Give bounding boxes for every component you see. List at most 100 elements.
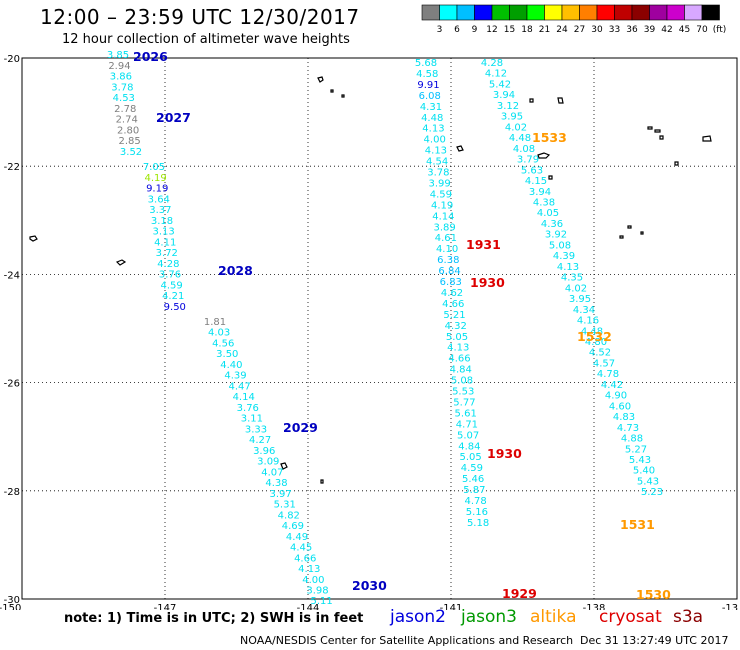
pass-time-label: 2029 xyxy=(283,420,318,435)
color-scale-legend: 3 6 9 12 15 18 21 24 27 30 33 36 39 42 45 70 (ft) xyxy=(421,4,726,35)
wave-height-label: 5.61 xyxy=(455,408,477,419)
pass-time-label: 2026 xyxy=(133,49,168,64)
legend-altika: altika xyxy=(530,607,577,627)
wave-height-label: 1.81 xyxy=(204,317,226,328)
wave-height-label: 5.21 xyxy=(443,310,465,321)
island-outline xyxy=(115,259,127,266)
wave-height-label: 4.90 xyxy=(605,391,627,402)
wave-height-label: 2.74 xyxy=(116,115,138,126)
wave-height-label: 4.38 xyxy=(533,197,555,208)
wave-height-label: 5.05 xyxy=(460,452,482,463)
wave-height-label: 4.53 xyxy=(113,93,135,104)
y-tick-label: -24 xyxy=(4,270,20,281)
legend-jason2: jason2 xyxy=(390,607,446,627)
island-outline xyxy=(529,98,534,103)
wave-height-label: 4.02 xyxy=(565,283,587,294)
pass-time-labels: 2026 2027 2028 2029 2030 1931 1930 1930 1929 1533… xyxy=(133,49,671,602)
wave-height-label: 3.95 xyxy=(569,294,591,305)
wave-height-label: 4.08 xyxy=(513,144,535,155)
wave-height-label: 3.33 xyxy=(245,424,267,435)
x-tick-label: -138 xyxy=(583,603,606,610)
colorbar-label: 12 xyxy=(486,25,497,35)
wave-height-label: 2.85 xyxy=(118,136,140,147)
x-tick-label: -147 xyxy=(154,603,177,610)
wave-height-label: 5.11 xyxy=(310,596,332,607)
wave-height-label: 3.18 xyxy=(151,216,173,227)
wave-height-label: 4.27 xyxy=(249,435,271,446)
lat-lon-grid xyxy=(21,57,738,600)
wave-height-label: 9.50 xyxy=(164,302,186,313)
wave-height-label: 3.12 xyxy=(497,101,519,112)
wave-height-label: 4.59 xyxy=(160,280,182,291)
wave-height-label: 4.38 xyxy=(265,478,287,489)
wave-height-label: 3.97 xyxy=(269,489,291,500)
island-outline xyxy=(341,94,345,98)
colorbar-label: 27 xyxy=(574,25,585,35)
legend-cryosat: cryosat xyxy=(599,607,662,627)
colorbar-swatch xyxy=(701,4,720,21)
pass-time-label: 1532 xyxy=(577,329,612,344)
wave-height-label: 4.13 xyxy=(298,564,320,575)
wave-height-label: 4.13 xyxy=(425,146,447,157)
map-subtitle: 12 hour collection of altimeter wave hei… xyxy=(62,32,350,47)
wave-height-label: 4.56 xyxy=(212,338,234,349)
wave-height-label: 4.13 xyxy=(447,343,469,354)
wave-height-label: 4.31 xyxy=(420,102,442,113)
wave-height-label: 4.52 xyxy=(589,348,611,359)
wave-height-label: 5.23 xyxy=(641,487,663,498)
wave-height-label: 4.88 xyxy=(621,434,643,445)
wave-height-label: 4.11 xyxy=(154,237,176,248)
wave-height-label: 5.27 xyxy=(625,444,647,455)
colorbar-label: 3 xyxy=(437,25,443,35)
footer-credit: NOAA/NESDIS Center for Satellite Applica… xyxy=(240,634,574,647)
wave-height-label: 4.78 xyxy=(464,496,486,507)
island-outline xyxy=(320,479,324,484)
footer-timestamp: Dec 31 13:27:49 UTC 2017 xyxy=(580,634,729,647)
wave-height-label: 4.71 xyxy=(456,419,478,430)
wave-height-label: 3.79 xyxy=(517,155,539,166)
wave-height-label: 3.92 xyxy=(545,230,567,241)
wave-height-label: 5.16 xyxy=(466,507,488,518)
wave-height-label: 4.10 xyxy=(436,244,458,255)
wave-height-label: 6.08 xyxy=(419,91,441,102)
wave-height-label: 9.91 xyxy=(417,80,439,91)
pass-time-label: 1931 xyxy=(466,237,501,252)
wave-height-label: 2.80 xyxy=(117,125,139,136)
island-outline xyxy=(654,129,661,133)
island-outline xyxy=(330,89,334,93)
wave-height-label: 5.43 xyxy=(637,476,659,487)
wave-height-label: 3.85 xyxy=(107,50,129,61)
wave-height-label: 5.63 xyxy=(521,165,543,176)
wave-height-label: 5.46 xyxy=(462,474,484,485)
wave-height-label: 3.94 xyxy=(529,187,551,198)
wave-height-label: 4.49 xyxy=(286,532,308,543)
wave-height-label: 4.45 xyxy=(290,543,312,554)
wave-height-label: 3.94 xyxy=(493,90,515,101)
x-tick-label: -141 xyxy=(440,603,463,610)
wave-height-label: 3.50 xyxy=(216,349,238,360)
legend-s3a: s3a xyxy=(673,607,704,627)
legend-note: note: 1) Time is in UTC; 2) SWH is in fe… xyxy=(64,611,364,626)
wave-height-map: -150 -147 -144 -141 -138 -13 -20 -22 -24 -26 -28 -3… xyxy=(0,49,738,610)
wave-height-label: 4.48 xyxy=(509,133,531,144)
wave-height-label: 3.72 xyxy=(156,248,178,259)
island-outline xyxy=(29,235,38,242)
wave-height-label: 3.76 xyxy=(159,270,181,281)
wave-height-label: 5.08 xyxy=(451,376,473,387)
y-tick-label: -20 xyxy=(4,54,20,65)
colorbar-label: 42 xyxy=(661,25,672,35)
wave-height-label: 4.62 xyxy=(441,288,463,299)
wave-height-label: 4.80 xyxy=(585,337,607,348)
wave-height-label: 3.99 xyxy=(429,178,451,189)
wave-height-label: 4.02 xyxy=(505,122,527,133)
wave-height-label: 2.78 xyxy=(114,104,136,115)
x-tick-label: -13 xyxy=(722,603,738,610)
island-outline xyxy=(659,135,664,140)
island-outlines xyxy=(29,76,712,484)
pass-time-label: 1929 xyxy=(502,586,537,601)
colorbar-label: 36 xyxy=(626,25,638,35)
legend-jason3: jason3 xyxy=(461,607,517,627)
wave-height-label: 4.35 xyxy=(561,273,583,284)
colorbar-label: 9 xyxy=(472,25,478,35)
wave-height-label: 4.05 xyxy=(537,208,559,219)
